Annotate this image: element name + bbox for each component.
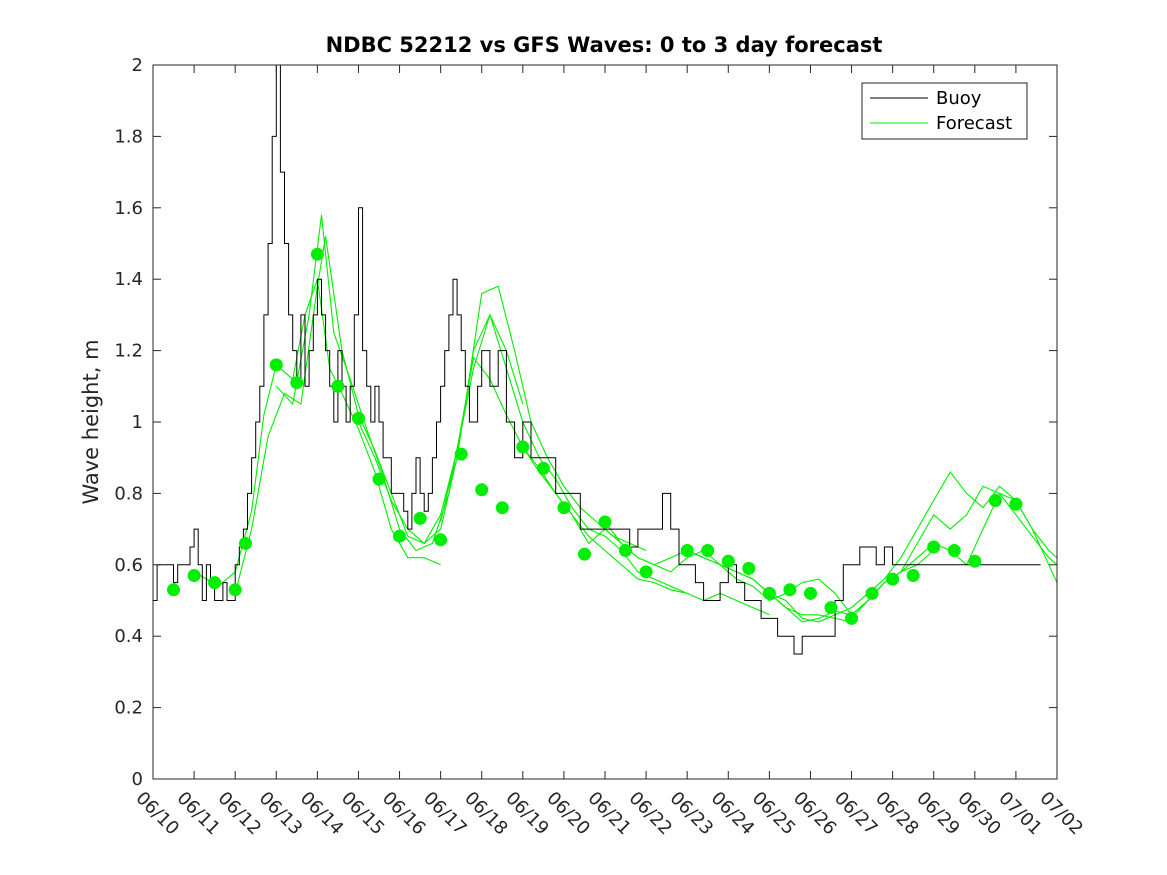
forecast-point	[947, 544, 961, 557]
forecast-point	[167, 583, 180, 597]
forecast-point	[331, 379, 345, 393]
forecast-point	[742, 561, 756, 575]
forecast-point	[680, 544, 694, 557]
y-axis: 0 0.2 0.4 0.6 0.8 1 1.2 1.4 1.6 1.8 2	[114, 55, 1057, 790]
legend-box	[861, 82, 1028, 140]
y-tick-label: 0.2	[114, 698, 143, 719]
forecast-point	[454, 447, 468, 461]
plot-background	[153, 65, 1057, 779]
x-tick-label: 07/02	[1035, 788, 1087, 840]
legend-label-forecast: Forecast	[936, 113, 1012, 134]
x-tick-label: 06/18	[460, 788, 512, 840]
forecast-point	[536, 461, 550, 475]
y-tick-label: 1.4	[114, 269, 143, 290]
forecast-point	[269, 358, 283, 372]
forecast-point	[783, 583, 797, 597]
x-tick-label: 06/19	[501, 788, 553, 840]
legend: Buoy Forecast	[861, 82, 1028, 140]
forecast-line	[234, 236, 524, 594]
forecast-point	[557, 501, 571, 515]
x-tick-label: 07/01	[994, 788, 1046, 840]
x-tick-label: 06/15	[337, 788, 389, 840]
y-tick-label: 0	[132, 769, 143, 790]
x-tick-label: 06/28	[871, 788, 923, 840]
x-tick-label: 06/16	[378, 788, 430, 840]
forecast-point	[762, 586, 776, 600]
forecast-point	[865, 586, 879, 600]
x-tick-label: 06/20	[542, 788, 594, 840]
forecast-point	[290, 376, 304, 390]
forecast-point	[413, 511, 427, 525]
x-tick-label: 06/30	[953, 788, 1005, 840]
forecast-point	[475, 483, 489, 497]
forecast-point	[372, 472, 386, 486]
x-tick-label: 06/21	[583, 788, 635, 840]
points-layer	[167, 247, 1023, 625]
x-tick-label: 06/27	[830, 788, 882, 840]
x-tick-label: 06/13	[255, 788, 307, 840]
chart-title: NDBC 52212 vs GFS Waves: 0 to 3 day fore…	[326, 33, 883, 57]
forecast-point	[393, 529, 406, 543]
x-tick-label: 06/26	[789, 788, 841, 840]
forecast-point	[639, 565, 653, 579]
x-tick-label: 06/23	[666, 788, 718, 840]
forecast-point	[845, 611, 858, 625]
forecast-point	[578, 547, 591, 561]
x-tick-label: 06/29	[912, 788, 964, 840]
forecast-point	[721, 554, 735, 568]
forecast-point	[701, 544, 715, 557]
forecast-point	[208, 576, 222, 590]
buoy-line	[153, 64, 1041, 655]
forecast-point	[968, 554, 982, 568]
x-tick-label: 06/25	[748, 788, 800, 840]
y-axis-label: Wave height, m	[79, 339, 103, 504]
forecast-point	[495, 501, 509, 515]
forecast-point	[1009, 497, 1023, 511]
forecast-point	[598, 515, 612, 529]
forecast-point	[516, 440, 530, 454]
y-tick-label: 1.8	[114, 126, 143, 147]
forecast-point	[239, 536, 252, 550]
forecast-point	[927, 540, 941, 554]
forecast-line	[440, 356, 770, 616]
y-tick-label: 0.4	[114, 626, 143, 647]
y-tick-label: 0.8	[114, 483, 143, 504]
x-tick-label: 06/22	[625, 788, 677, 840]
forecast-point	[804, 586, 817, 600]
forecast-point	[824, 601, 838, 615]
forecast-point	[228, 583, 242, 597]
y-tick-label: 1	[132, 412, 143, 433]
forecast-point	[434, 533, 448, 547]
x-tick-label: 06/24	[707, 788, 759, 840]
x-tick-label: 06/14	[296, 788, 348, 840]
x-tick-label: 06/10	[131, 788, 183, 840]
y-tick-label: 1.6	[114, 198, 143, 219]
forecast-point	[886, 572, 900, 586]
x-tick-label: 06/11	[173, 788, 225, 840]
forecast-point	[619, 544, 632, 557]
plot-area	[152, 64, 1058, 780]
x-tick-label: 06/17	[419, 788, 471, 840]
x-tick-label: 06/12	[214, 788, 266, 840]
y-tick-label: 0.6	[114, 555, 143, 576]
y-tick-label: 2	[132, 55, 143, 76]
forecast-point	[906, 569, 920, 582]
y-tick-label: 1.2	[114, 341, 143, 362]
legend-label-buoy: Buoy	[936, 88, 982, 109]
forecast-point	[187, 569, 201, 582]
forecast-point	[310, 247, 324, 261]
forecast-point	[352, 411, 365, 425]
forecast-point	[988, 494, 1002, 507]
